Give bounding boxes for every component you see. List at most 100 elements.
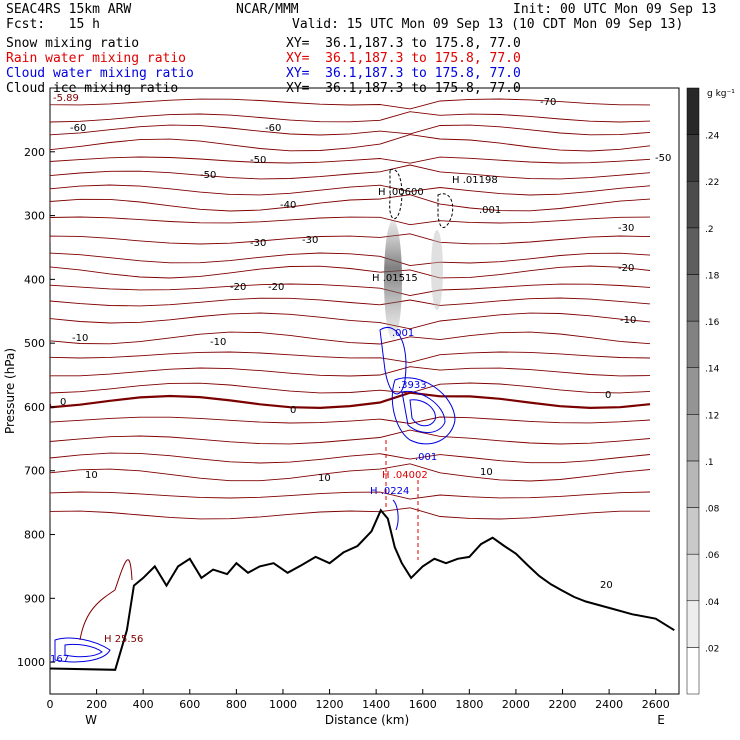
annotation-label: 167 (50, 654, 69, 665)
x-axis: 0 200 400 600 800 1000 1200 1400 1600 1800 2000 220… (47, 689, 670, 711)
temperature-contour-label: -30 (618, 223, 634, 234)
y-tick-label: 500 (24, 337, 45, 350)
annotation-label: -5.89 (53, 93, 79, 104)
y-tick-label: 600 (24, 401, 45, 414)
terrain-profile-line (50, 508, 675, 671)
cloud-ice-contour (389, 168, 403, 220)
temperature-contour (50, 184, 651, 196)
y-tick-label: 200 (24, 146, 45, 159)
colorbar-swatch (686, 367, 700, 415)
colorbar-label: .24 (705, 132, 720, 142)
x-tick-label: 2000 (502, 698, 530, 711)
model-title: SEAC4RS 15km ARW (6, 2, 132, 17)
temperature-contour (50, 265, 651, 279)
colorbar-label: .18 (705, 271, 720, 281)
colorbar: .02 .04 .06 .08 .1 .12 .14 .16 .18 .2 .22 .24 (686, 87, 720, 695)
temperature-contour-label: -30 (250, 238, 266, 249)
colorbar-label: .02 (705, 644, 719, 654)
temperature-contour-label: -20 (618, 263, 634, 274)
colorbar-swatch (686, 553, 700, 602)
temperature-contour (50, 312, 651, 330)
x-tick-label: 600 (179, 698, 200, 711)
colorbar-swatch (686, 134, 700, 182)
temperature-contour-label: 0 (60, 397, 66, 408)
snow-plume-shading (384, 220, 402, 340)
temperature-contour-label: -40 (280, 200, 296, 211)
colorbar-label: .12 (705, 411, 719, 421)
annotation-label: .001 (392, 328, 414, 339)
x-tick-label: 1000 (269, 698, 297, 711)
colorbar-label: .16 (705, 318, 720, 328)
x-tick-label: 2200 (549, 698, 577, 711)
x-tick-label: 1200 (316, 698, 344, 711)
temperature-contour-20 (79, 559, 133, 641)
temperature-contour (50, 164, 651, 180)
temperature-contour (50, 331, 651, 345)
colorbar-swatch (686, 320, 700, 368)
colorbar-label: .04 (705, 598, 720, 608)
colorbar-label: .14 (705, 365, 720, 375)
temperature-contour (50, 194, 651, 212)
x-tick-label: 1600 (409, 698, 437, 711)
temperature-contour-label: -20 (268, 282, 284, 293)
annotation-label: .001 (479, 205, 501, 216)
temperature-contour (50, 491, 651, 500)
annotation-label: .3933 (398, 380, 427, 391)
field-label-cloudwater: Cloud water mixing ratio (6, 66, 194, 81)
temperature-contour-label: 10 (85, 470, 98, 481)
colorbar-label: .08 (705, 505, 720, 515)
annotation-label: H .0224 (370, 486, 409, 497)
temperature-contour (50, 297, 651, 307)
forecast-hour: Fcst: 15 h (6, 17, 100, 32)
x-tick-label: 0 (47, 698, 54, 711)
colorbar-swatch (686, 460, 700, 508)
y-tick-label: 700 (24, 465, 45, 478)
temperature-contour (50, 382, 651, 394)
temperature-contour (50, 366, 651, 377)
y-tick-label: 900 (24, 592, 45, 605)
x-tick-label: 1800 (455, 698, 483, 711)
field-xy-rain: XY= 36.1,187.3 to 175.8, 77.0 (286, 51, 521, 66)
y-tick-label: 800 (24, 529, 45, 542)
temperature-contour-label: 10 (318, 473, 331, 484)
temperature-contour (50, 233, 651, 245)
temperature-contour-label: 0 (605, 390, 611, 401)
temperature-contour-label: -10 (72, 333, 88, 344)
colorbar-swatch (686, 414, 700, 462)
temperature-contour-label: -20 (230, 282, 246, 293)
x-tick-label: 2600 (642, 698, 670, 711)
east-label: E (657, 713, 665, 727)
annotation-label: H .01198 (452, 175, 498, 186)
temperature-contour (50, 252, 651, 267)
colorbar-swatch (686, 227, 700, 275)
field-label-snow: Snow mixing ratio (6, 36, 140, 51)
ice-plume-shading (431, 230, 443, 310)
temperature-contour (50, 156, 651, 164)
temperature-contour (50, 134, 651, 152)
temperature-contour (50, 429, 651, 445)
temperature-contour-label: -70 (540, 97, 556, 108)
temperature-contour-label: -10 (210, 337, 226, 348)
y-tick-label: 300 (24, 210, 45, 223)
colorbar-swatch (686, 87, 700, 135)
temperature-contour-label: 0 (290, 405, 296, 416)
temperature-contour (50, 507, 650, 520)
x-tick-label: 200 (86, 698, 107, 711)
x-tick-label: 1400 (362, 698, 390, 711)
annotation-label: .001 (415, 452, 437, 463)
temperature-contour (50, 416, 651, 424)
annotation-label: H .04002 (382, 470, 428, 481)
y-axis-title: Pressure (hPa) (3, 348, 17, 434)
colorbar-label: .1 (705, 458, 714, 468)
temperature-contour (50, 391, 651, 410)
colorbar-swatch (686, 600, 700, 648)
annotation-label: H .00600 (378, 187, 424, 198)
temperature-contour (50, 283, 651, 297)
cloud-water-contours (54, 327, 456, 663)
annotation-label: H 25.56 (104, 634, 143, 645)
field-xy-cloudwater: XY= 36.1,187.3 to 175.8, 77.0 (286, 66, 521, 81)
annotation-label: H .01515 (372, 273, 418, 284)
temperature-contour (50, 452, 651, 464)
temperature-contour (50, 124, 651, 136)
